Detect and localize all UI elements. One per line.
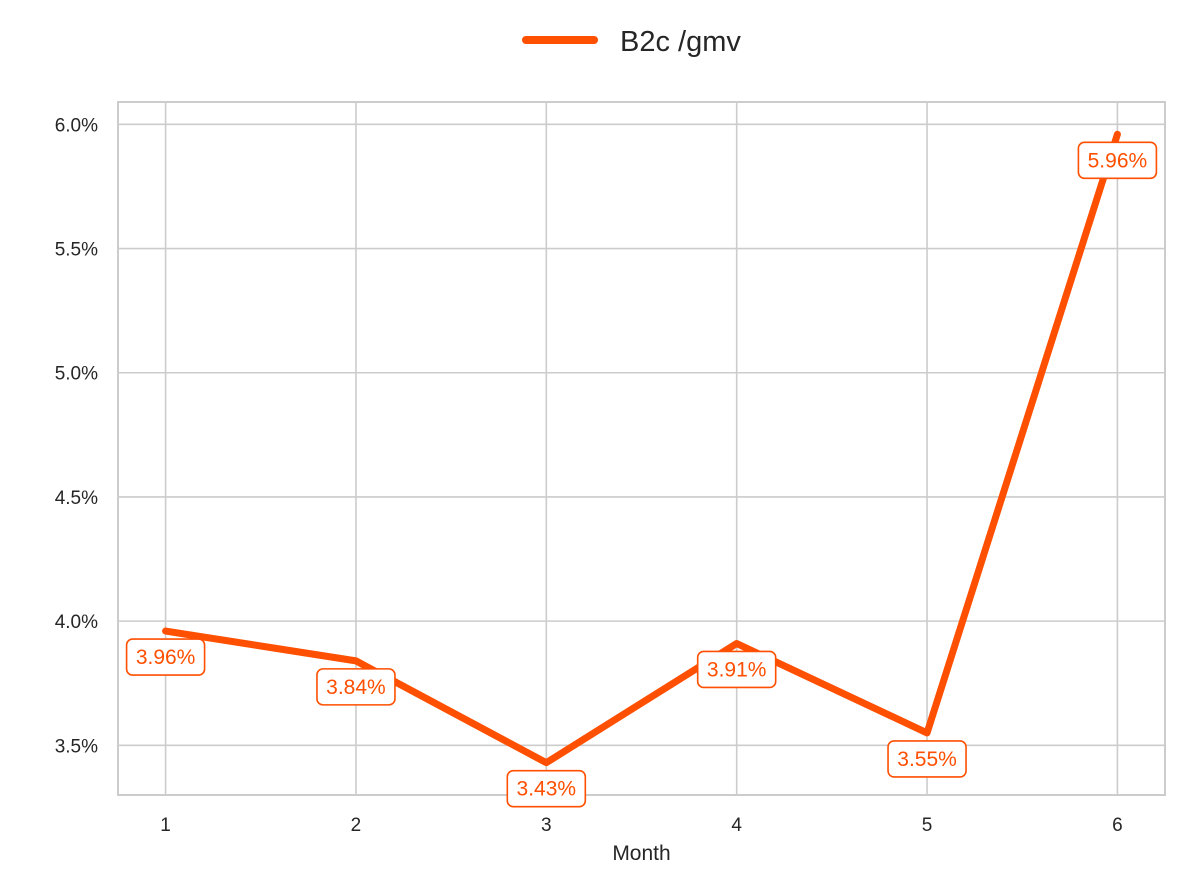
y-tick-label: 5.5%	[55, 240, 98, 261]
data-label-1: 3.96%	[125, 638, 206, 676]
x-tick-label: 6	[1112, 815, 1123, 836]
x-axis-label: Month	[612, 842, 670, 865]
x-tick-labels: 1 2 3 4 5 6	[160, 815, 1122, 836]
legend: B2c /gmv	[522, 26, 741, 58]
data-label-box	[696, 650, 777, 689]
plot-frame	[117, 101, 1166, 796]
data-label-text: 3.43%	[517, 778, 577, 801]
y-tick-label: 5.0%	[55, 364, 98, 385]
data-label-3: 3.43%	[506, 769, 587, 808]
y-tick-label: 6.0%	[55, 115, 98, 136]
y-tick-label: 3.5%	[55, 736, 98, 757]
data-label-4: 3.91%	[696, 650, 777, 689]
series-line-b2c-gmv	[162, 130, 1121, 767]
data-label-text: 3.91%	[707, 658, 767, 681]
data-label-box	[1077, 141, 1158, 180]
y-tick-label: 4.0%	[55, 612, 98, 633]
grid-lines	[118, 102, 1165, 795]
data-labels: 3.96% 3.84% 3.43% 3.91% 3.55% 5.96%	[125, 141, 1158, 808]
data-label-text: 3.55%	[897, 748, 957, 771]
x-tick-label: 5	[922, 815, 933, 836]
y-tick-label: 4.5%	[55, 488, 98, 509]
x-tick-label: 4	[731, 815, 742, 836]
data-label-box	[506, 769, 587, 808]
x-tick-label: 3	[541, 815, 552, 836]
y-tick-labels: 3.5% 4.0% 4.5% 5.0% 5.5% 6.0%	[55, 115, 98, 757]
data-label-box	[125, 638, 206, 676]
data-label-box	[887, 740, 967, 778]
data-label-5: 3.55%	[887, 740, 967, 778]
legend-label: B2c /gmv	[620, 26, 741, 58]
data-label-6: 5.96%	[1077, 141, 1158, 180]
data-label-text: 5.96%	[1088, 149, 1148, 172]
x-tick-label: 1	[160, 815, 171, 836]
data-label-text: 3.96%	[136, 646, 196, 669]
data-label-box	[316, 668, 396, 706]
data-label-text: 3.84%	[326, 676, 386, 699]
x-tick-label: 2	[351, 815, 362, 836]
data-label-2: 3.84%	[316, 668, 396, 706]
